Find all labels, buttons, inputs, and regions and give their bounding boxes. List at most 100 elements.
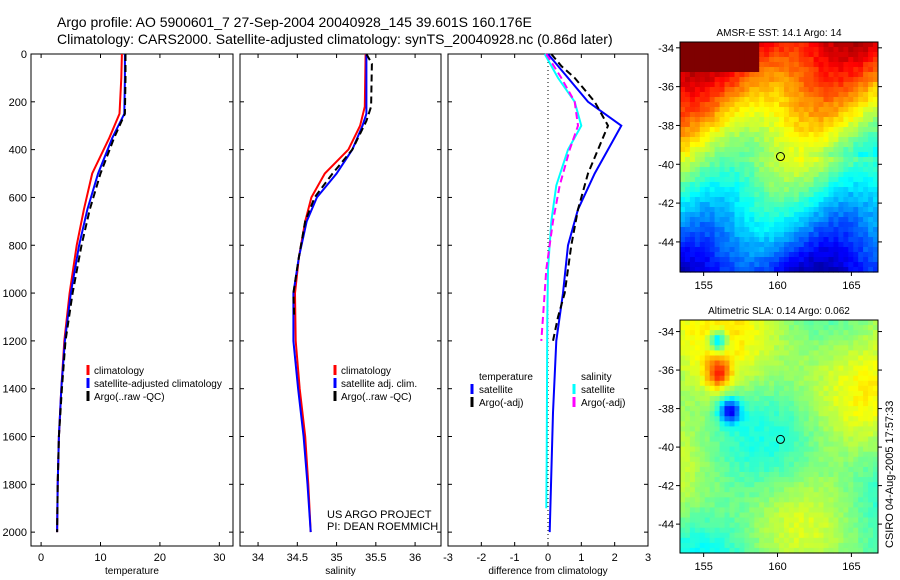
map-cell	[764, 237, 770, 243]
map-cell	[729, 97, 735, 103]
map-cell	[709, 197, 716, 203]
map-cell	[749, 202, 755, 208]
map-cell	[813, 117, 820, 123]
map-cell	[685, 380, 691, 387]
map-cell	[714, 242, 721, 248]
map-cell	[709, 182, 716, 188]
map-cell	[838, 152, 844, 158]
map-cell	[798, 542, 805, 549]
map-cell	[699, 431, 706, 438]
map-cell	[694, 62, 701, 68]
map-cell	[793, 517, 800, 524]
map-cell	[858, 466, 864, 473]
map-cell	[818, 335, 825, 341]
map-cell	[843, 262, 849, 268]
map-cell	[858, 446, 864, 453]
map-cell	[759, 212, 765, 218]
map-cell	[685, 542, 691, 549]
map-cell	[774, 441, 780, 448]
map-cell	[729, 370, 735, 377]
map-cell	[754, 436, 760, 443]
map-cell	[719, 112, 726, 118]
map-cell	[734, 197, 740, 203]
map-cell	[774, 217, 780, 223]
series-line-salinity-satellite	[543, 53, 583, 509]
map-cell	[724, 375, 730, 382]
map-cell	[764, 482, 770, 488]
map-cell	[873, 172, 879, 178]
map-cell	[709, 446, 716, 453]
map-cell	[734, 242, 740, 248]
map-cell	[754, 380, 760, 387]
map-cell	[868, 77, 874, 83]
map-cell	[803, 62, 810, 68]
map-cell	[680, 127, 686, 133]
map-cell	[818, 187, 825, 193]
map-cell	[724, 370, 730, 377]
map-cell	[843, 187, 849, 193]
map-cell	[793, 227, 800, 233]
map-cell	[729, 385, 735, 392]
map-cell	[734, 207, 740, 213]
map-cell	[833, 67, 839, 73]
map-cell	[784, 426, 790, 433]
map-cell	[828, 82, 834, 88]
map-cell	[764, 542, 770, 549]
map-cell	[759, 350, 765, 357]
map-cell	[843, 152, 849, 158]
map-cell	[685, 451, 691, 458]
map-cell	[843, 197, 849, 203]
map-cell	[823, 517, 829, 524]
map-cell	[788, 401, 795, 407]
map-cell	[808, 247, 815, 253]
map-cell	[843, 390, 849, 397]
map-cell	[784, 117, 790, 123]
map-cell	[699, 52, 706, 58]
map-cell	[803, 416, 810, 422]
map-cell	[818, 267, 825, 273]
map-cell	[729, 212, 735, 218]
map-cell	[769, 197, 775, 203]
map-cell	[774, 112, 780, 118]
map-cell	[808, 431, 815, 438]
map-cell	[714, 340, 721, 346]
map-cell	[853, 542, 859, 549]
map-cell	[764, 335, 770, 341]
map-cell	[808, 416, 815, 422]
map-cell	[858, 547, 864, 554]
map-cell	[704, 335, 711, 341]
map-cell	[685, 202, 691, 208]
map-cell	[724, 47, 730, 53]
map-cell	[793, 187, 800, 193]
map-cell	[838, 542, 844, 549]
map-cell	[749, 401, 755, 407]
map-cell	[818, 406, 825, 412]
map-cell	[808, 497, 815, 503]
map-cell	[754, 507, 760, 514]
map-cell	[843, 340, 849, 346]
map-cell	[749, 522, 755, 529]
map-cell	[724, 57, 730, 63]
map-cell	[724, 320, 730, 326]
map-cell	[823, 401, 829, 407]
map-cell	[704, 542, 711, 549]
map-cell	[818, 532, 825, 539]
map-cell	[788, 416, 795, 422]
map-cell	[779, 152, 785, 158]
map-cell	[863, 67, 869, 73]
map-cell	[843, 456, 849, 463]
map-cell	[699, 426, 706, 433]
map-cell	[798, 92, 805, 98]
map-cell	[808, 380, 815, 387]
map-cell	[838, 257, 844, 263]
map-cell	[858, 172, 864, 178]
map-cell	[744, 107, 750, 113]
map-cell	[833, 416, 839, 422]
map-cell	[858, 117, 864, 123]
map-cell	[694, 517, 701, 524]
map-cell	[685, 512, 691, 519]
map-cell	[685, 87, 691, 93]
map-cell	[833, 72, 839, 78]
map-cell	[744, 401, 750, 407]
map-cell	[769, 350, 775, 357]
